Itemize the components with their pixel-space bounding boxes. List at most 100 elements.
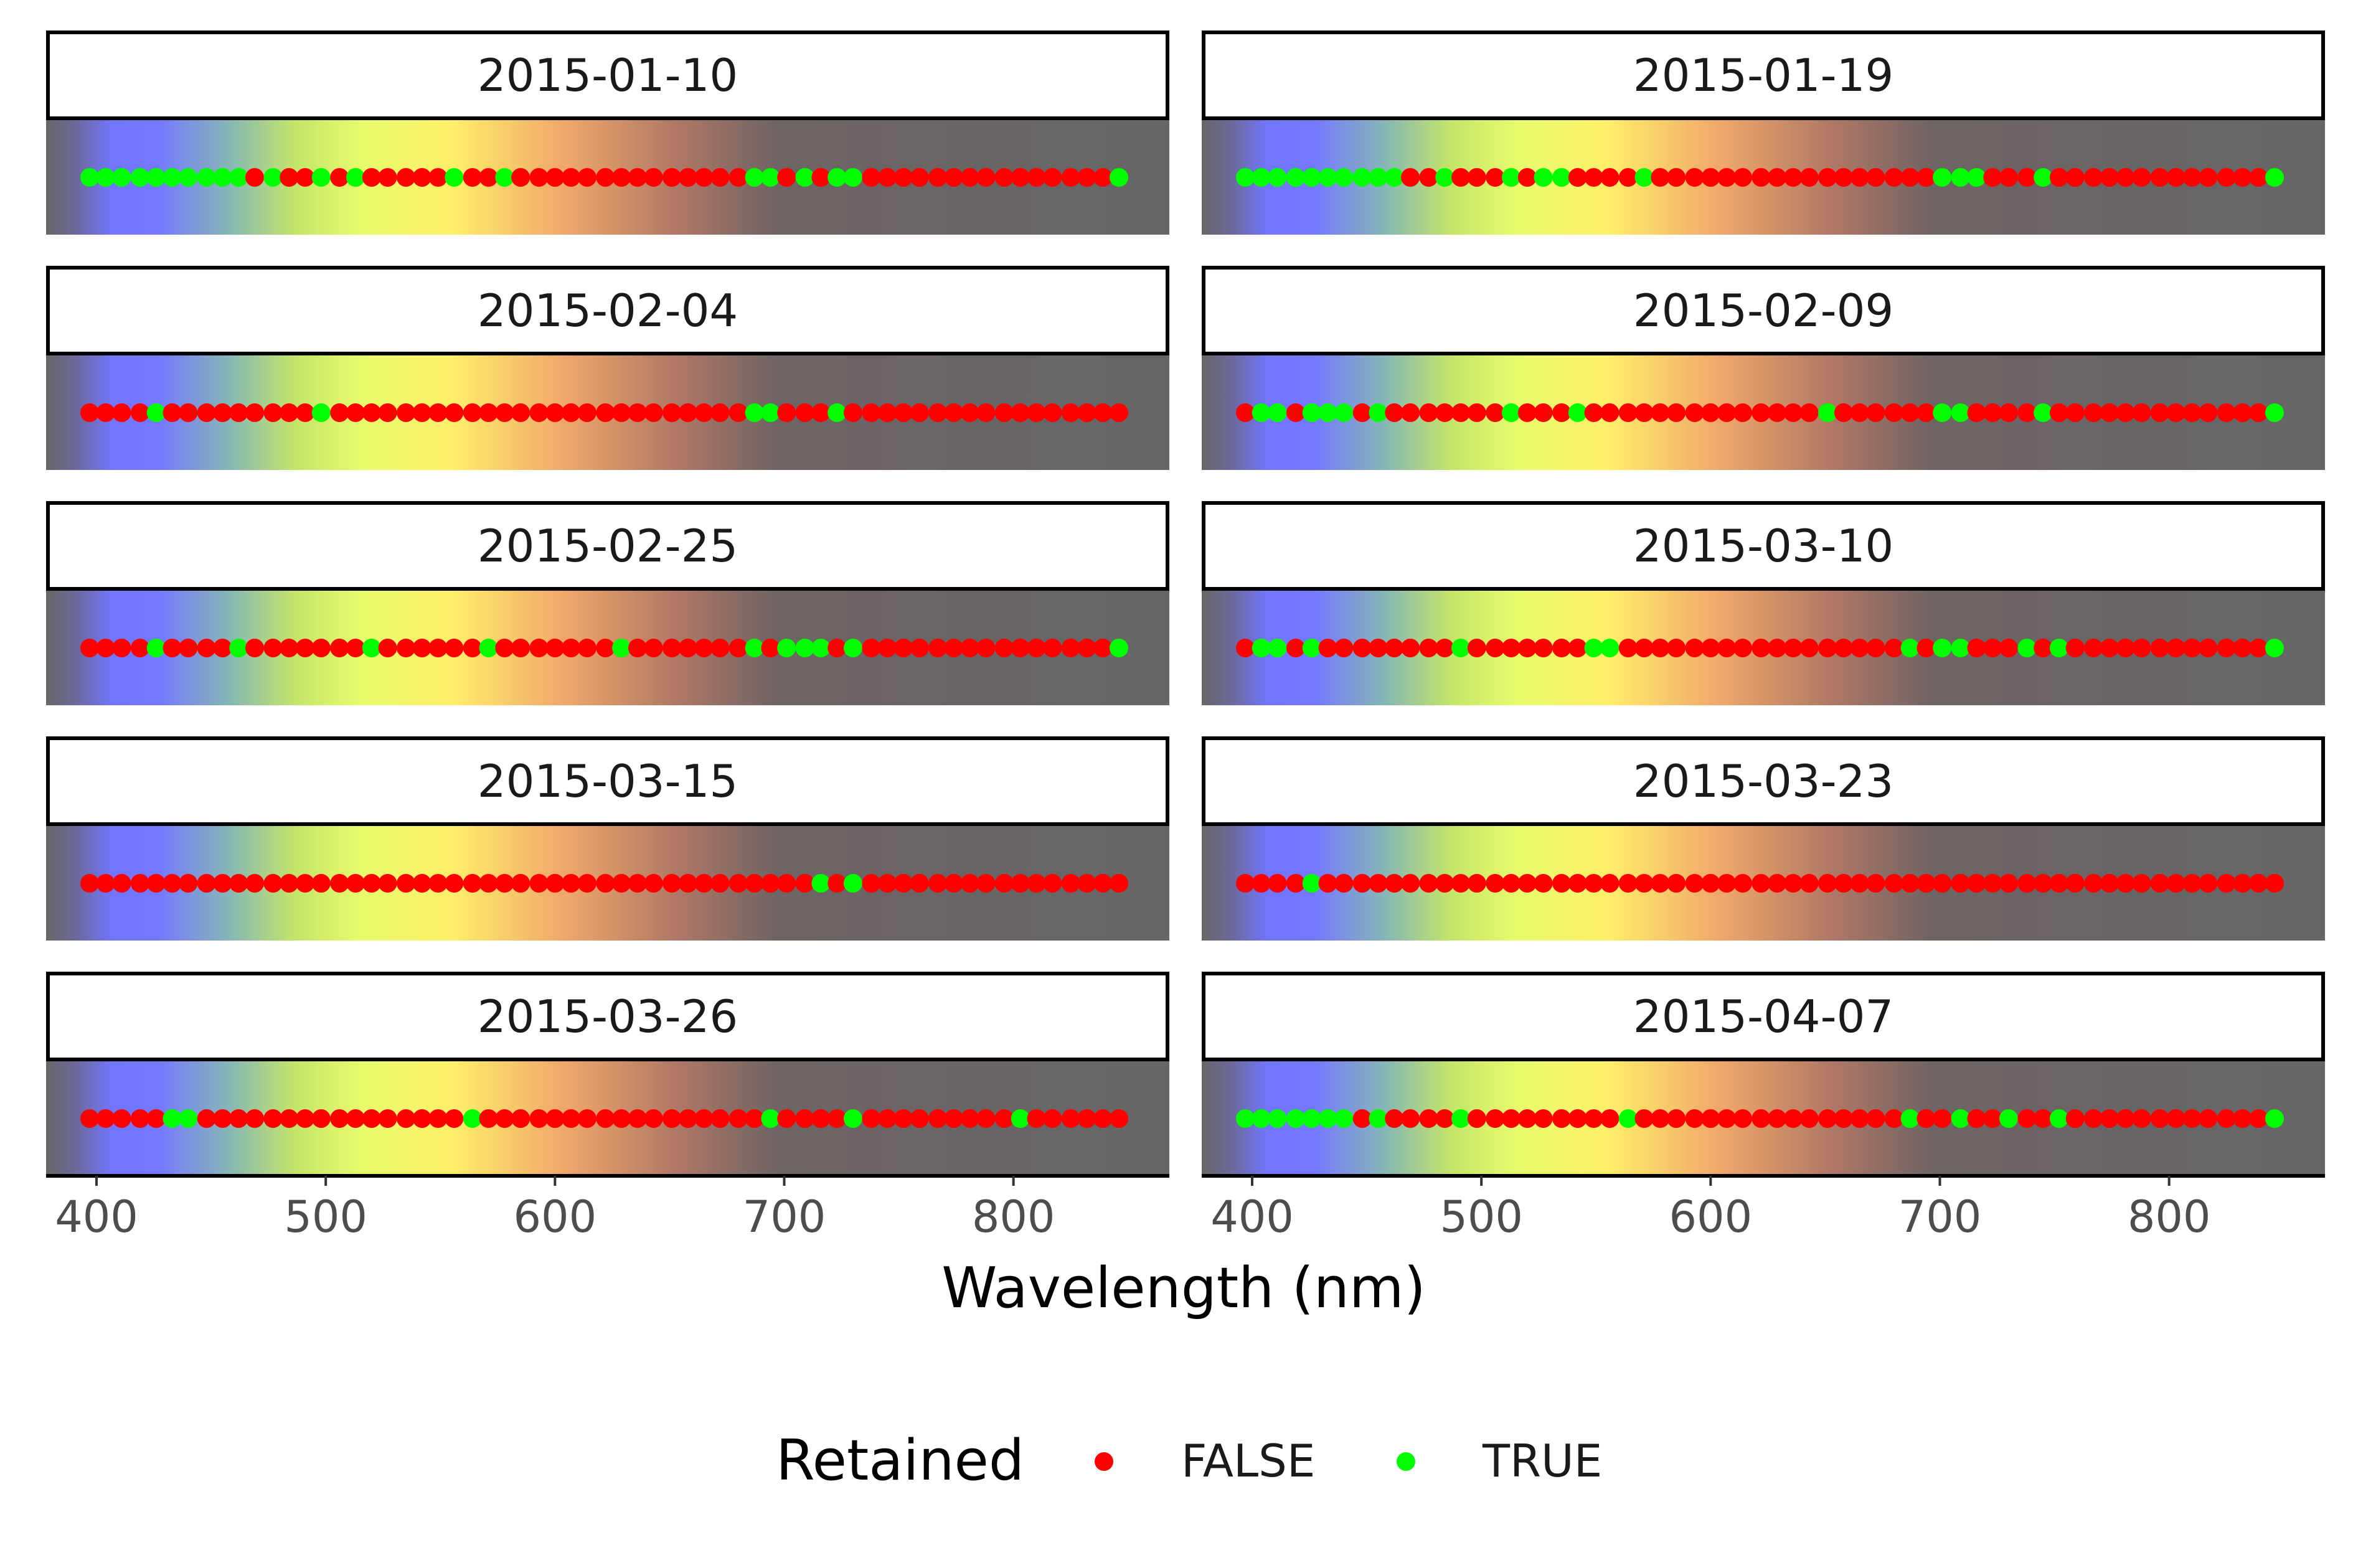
not-retained-point	[994, 168, 1014, 187]
not-retained-point	[1011, 874, 1030, 893]
not-retained-point	[729, 403, 748, 422]
not-retained-point	[529, 874, 549, 893]
not-retained-point	[545, 874, 565, 893]
not-retained-point	[1768, 403, 1787, 422]
not-retained-point	[894, 403, 913, 422]
retained-point	[163, 1109, 182, 1128]
not-retained-point	[1093, 403, 1113, 422]
not-retained-point	[2017, 403, 2037, 422]
not-retained-point	[795, 403, 814, 422]
not-retained-point	[245, 1109, 265, 1128]
not-retained-point	[2049, 403, 2068, 422]
retained-point	[612, 639, 631, 657]
not-retained-point	[1783, 403, 1803, 422]
facet-strip	[1202, 266, 2325, 355]
not-retained-point	[1818, 168, 1837, 187]
not-retained-point	[2199, 168, 2218, 187]
not-retained-point	[976, 639, 996, 657]
x-tick-label: 800	[972, 1191, 1055, 1242]
x-tick-label: 400	[55, 1191, 138, 1242]
not-retained-point	[1568, 1109, 1587, 1128]
not-retained-point	[1799, 168, 1819, 187]
not-retained-point	[1834, 874, 1853, 893]
not-retained-point	[1752, 403, 1771, 422]
not-retained-point	[862, 639, 881, 657]
not-retained-point	[80, 403, 99, 422]
not-retained-point	[1799, 639, 1819, 657]
not-retained-point	[761, 639, 780, 657]
not-retained-point	[562, 1109, 581, 1128]
not-retained-point	[1027, 403, 1046, 422]
not-retained-point	[1011, 639, 1030, 657]
not-retained-point	[397, 1109, 416, 1128]
not-retained-point	[529, 639, 549, 657]
not-retained-point	[2182, 168, 2202, 187]
not-retained-point	[1517, 874, 1537, 893]
retained-point	[179, 168, 198, 187]
not-retained-point	[1385, 874, 1404, 893]
not-retained-point	[245, 874, 265, 893]
retained-point	[1235, 168, 1255, 187]
not-retained-point	[1352, 874, 1372, 893]
not-retained-point	[1385, 1109, 1404, 1128]
not-retained-point	[694, 168, 714, 187]
retained-point	[1600, 639, 1620, 657]
not-retained-point	[2249, 1109, 2268, 1128]
x-axis-title: Wavelength (nm)	[941, 1256, 1425, 1321]
not-retained-point	[412, 874, 431, 893]
not-retained-point	[1027, 874, 1046, 893]
not-retained-point	[1818, 874, 1837, 893]
not-retained-point	[663, 639, 682, 657]
not-retained-point	[694, 1109, 714, 1128]
facet-strip-label: 2015-03-10	[1633, 520, 1893, 572]
not-retained-point	[362, 874, 381, 893]
not-retained-point	[944, 874, 963, 893]
not-retained-point	[1685, 874, 1704, 893]
not-retained-point	[2100, 168, 2119, 187]
not-retained-point	[994, 639, 1014, 657]
not-retained-point	[2017, 874, 2037, 893]
not-retained-point	[1618, 639, 1638, 657]
x-tick-label: 600	[514, 1191, 597, 1242]
facet-panel: 2015-03-15	[46, 736, 1169, 941]
not-retained-point	[1850, 403, 1869, 422]
not-retained-point	[1369, 874, 1388, 893]
not-retained-point	[96, 639, 115, 657]
not-retained-point	[1110, 403, 1129, 422]
retained-point	[1252, 403, 1271, 422]
not-retained-point	[397, 168, 416, 187]
not-retained-point	[1634, 874, 1654, 893]
not-retained-point	[2100, 639, 2119, 657]
not-retained-point	[644, 639, 663, 657]
not-retained-point	[1717, 168, 1737, 187]
not-retained-point	[1667, 639, 1686, 657]
not-retained-point	[1866, 639, 1885, 657]
not-retained-point	[463, 168, 482, 187]
not-retained-point	[1917, 874, 1936, 893]
retained-point	[1235, 1109, 1255, 1128]
not-retained-point	[263, 403, 283, 422]
not-retained-point	[1419, 1109, 1438, 1128]
not-retained-point	[1334, 639, 1354, 657]
not-retained-point	[130, 403, 149, 422]
not-retained-point	[163, 403, 182, 422]
not-retained-point	[445, 874, 464, 893]
not-retained-point	[1733, 874, 1752, 893]
legend-label-true: TRUE	[1482, 1435, 1602, 1487]
not-retained-point	[745, 874, 764, 893]
retained-point	[777, 639, 796, 657]
not-retained-point	[1517, 168, 1537, 187]
legend-label-false: FALSE	[1181, 1435, 1315, 1487]
retained-point	[1318, 403, 1337, 422]
not-retained-point	[828, 874, 847, 893]
not-retained-point	[2217, 403, 2236, 422]
not-retained-point	[1093, 168, 1113, 187]
not-retained-point	[2065, 403, 2085, 422]
retained-point	[795, 639, 814, 657]
retained-point	[843, 168, 862, 187]
not-retained-point	[1318, 874, 1337, 893]
not-retained-point	[1011, 403, 1030, 422]
not-retained-point	[445, 1109, 464, 1128]
not-retained-point	[263, 1109, 283, 1128]
not-retained-point	[2166, 403, 2186, 422]
